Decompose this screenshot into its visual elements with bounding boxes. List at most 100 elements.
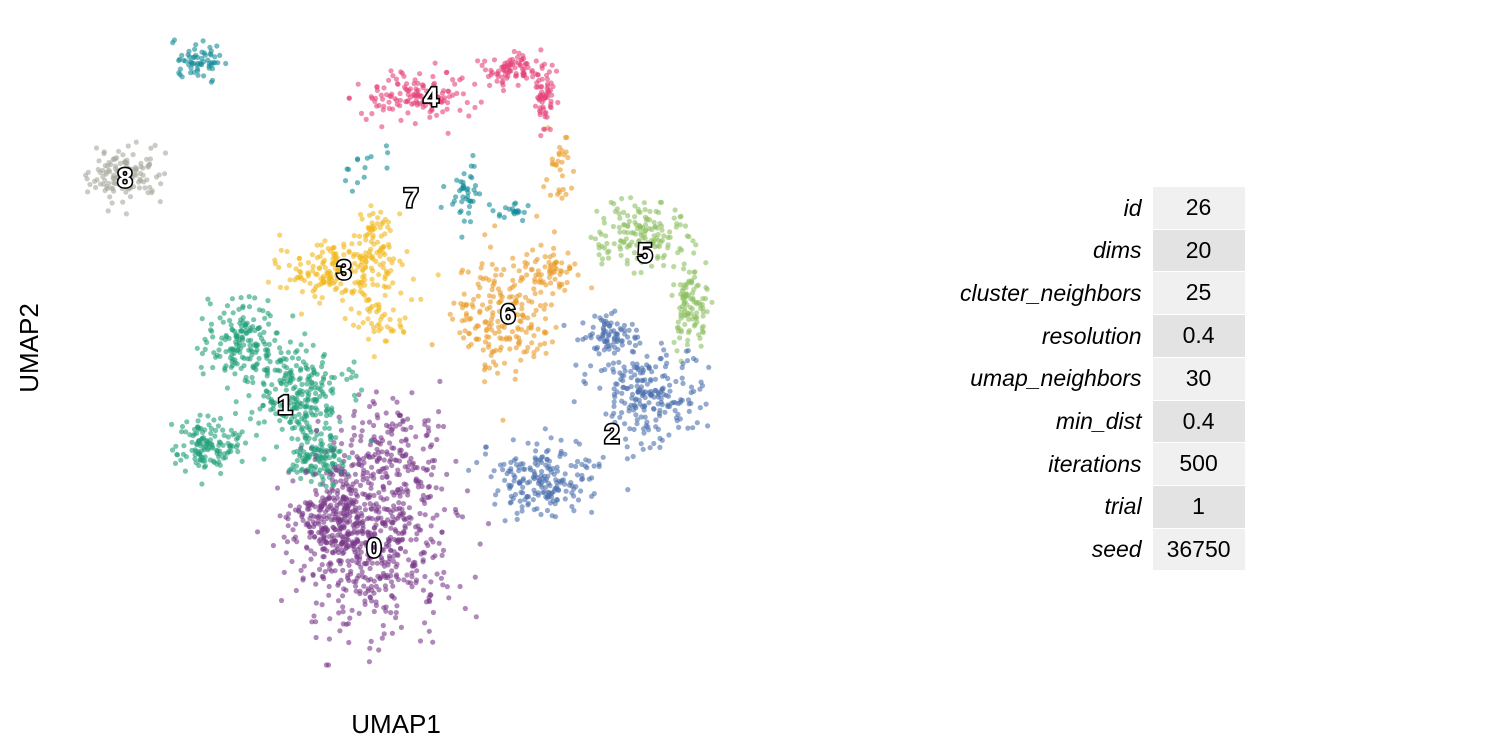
umap-point-cluster-0	[457, 583, 463, 590]
umap-point-cluster-3	[384, 324, 390, 330]
umap-point-cluster-2	[558, 437, 564, 443]
umap-point-cluster-0	[416, 526, 422, 533]
umap-point-cluster-0	[316, 521, 322, 527]
umap-point-cluster-6	[482, 362, 488, 368]
umap-point-cluster-0	[440, 582, 446, 588]
umap-point-cluster-2	[571, 508, 577, 514]
umap-point-cluster-2	[546, 480, 552, 487]
param-value: 26	[1152, 187, 1245, 230]
umap-point-cluster-2	[554, 468, 561, 474]
umap-point-cluster-7	[209, 77, 216, 83]
umap-point-cluster-1	[232, 371, 238, 377]
umap-point-cluster-2	[646, 400, 652, 406]
umap-point-cluster-6	[538, 242, 544, 248]
umap-point-cluster-2	[574, 472, 581, 478]
umap-point-cluster-0	[361, 460, 367, 466]
umap-point-cluster-0	[340, 593, 346, 599]
umap-point-cluster-1	[215, 423, 221, 429]
umap-point-cluster-2	[520, 461, 526, 467]
umap-point-cluster-1	[260, 380, 266, 386]
umap-point-cluster-5	[659, 227, 665, 233]
umap-point-cluster-7	[349, 188, 355, 194]
umap-point-cluster-6	[490, 294, 496, 300]
umap-point-cluster-3	[357, 211, 364, 218]
umap-point-cluster-3	[356, 324, 362, 330]
umap-point-cluster-2	[652, 376, 659, 382]
umap-point-cluster-3	[377, 224, 383, 231]
umap-point-cluster-0	[367, 565, 373, 572]
umap-point-cluster-0	[300, 517, 306, 524]
umap-point-cluster-0	[371, 544, 377, 550]
umap-point-cluster-2	[588, 363, 594, 369]
umap-point-cluster-2	[591, 463, 597, 469]
umap-point-cluster-4	[422, 102, 429, 108]
umap-point-cluster-0	[324, 488, 330, 494]
umap-point-cluster-0	[430, 539, 436, 545]
umap-point-cluster-3	[352, 268, 358, 274]
umap-point-cluster-0	[382, 574, 389, 581]
umap-point-cluster-0	[402, 523, 408, 529]
umap-point-cluster-0	[358, 564, 364, 570]
umap-point-cluster-0	[393, 572, 400, 578]
umap-point-cluster-0	[428, 579, 434, 585]
umap-point-cluster-0	[360, 470, 366, 476]
umap-point-cluster-2	[640, 446, 646, 452]
umap-point-cluster-2	[645, 427, 652, 433]
umap-point-cluster-5	[638, 269, 644, 276]
umap-point-cluster-0	[398, 624, 404, 631]
umap-point-cluster-5	[688, 311, 694, 317]
umap-point-cluster-3	[330, 261, 336, 267]
umap-point-cluster-1	[294, 348, 300, 354]
umap-point-cluster-2	[531, 476, 537, 482]
umap-point-cluster-3	[378, 233, 384, 239]
param-value: 30	[1152, 357, 1245, 401]
umap-point-cluster-0	[376, 504, 382, 510]
umap-point-cluster-1	[331, 446, 337, 452]
umap-point-cluster-3	[387, 316, 393, 323]
umap-point-cluster-2	[596, 351, 602, 357]
umap-point-cluster-1	[173, 443, 179, 449]
umap-point-cluster-2	[573, 463, 579, 469]
umap-point-cluster-3	[277, 232, 283, 238]
umap-point-cluster-0	[278, 597, 285, 604]
umap-point-cluster-6	[567, 264, 573, 270]
umap-point-cluster-5	[610, 223, 617, 230]
umap-point-cluster-7	[457, 209, 463, 215]
umap-point-cluster-3	[397, 317, 403, 323]
umap-point-cluster-0	[378, 528, 384, 534]
umap-point-cluster-4	[404, 81, 410, 87]
umap-point-cluster-1	[277, 418, 283, 424]
param-row-umap-neighbors: umap_neighbors 30	[960, 357, 1245, 401]
umap-point-cluster-0	[306, 502, 312, 508]
umap-point-cluster-4	[413, 86, 419, 92]
umap-point-cluster-7	[199, 62, 205, 68]
umap-point-cluster-8	[93, 145, 100, 151]
umap-point-cluster-0	[343, 544, 349, 550]
umap-point-cluster-0	[373, 389, 379, 395]
umap-point-cluster-5	[686, 234, 692, 240]
umap-point-cluster-0	[406, 505, 412, 511]
umap-point-cluster-8	[100, 167, 106, 174]
umap-point-cluster-3	[363, 259, 369, 265]
umap-point-cluster-1	[333, 435, 339, 441]
umap-point-cluster-1	[264, 373, 270, 379]
umap-point-cluster-4	[508, 62, 514, 68]
umap-point-cluster-1	[296, 421, 302, 427]
umap-point-cluster-2	[482, 451, 489, 457]
umap-point-cluster-2	[571, 486, 577, 492]
umap-point-cluster-0	[310, 519, 316, 525]
umap-point-cluster-6	[551, 245, 557, 251]
umap-point-cluster-2	[679, 375, 685, 381]
umap-point-cluster-5	[611, 241, 617, 247]
umap-point-cluster-4	[549, 62, 555, 68]
umap-point-cluster-4	[545, 88, 552, 94]
umap-point-cluster-4	[500, 82, 506, 88]
umap-point-cluster-1	[241, 355, 247, 361]
umap-point-cluster-0	[336, 610, 342, 616]
umap-point-cluster-2	[597, 315, 603, 321]
umap-point-cluster-0	[289, 558, 295, 565]
umap-point-cluster-6	[537, 342, 543, 348]
umap-point-cluster-6	[532, 276, 538, 282]
umap-point-cluster-6	[565, 250, 571, 256]
umap-point-cluster-2	[531, 507, 537, 513]
